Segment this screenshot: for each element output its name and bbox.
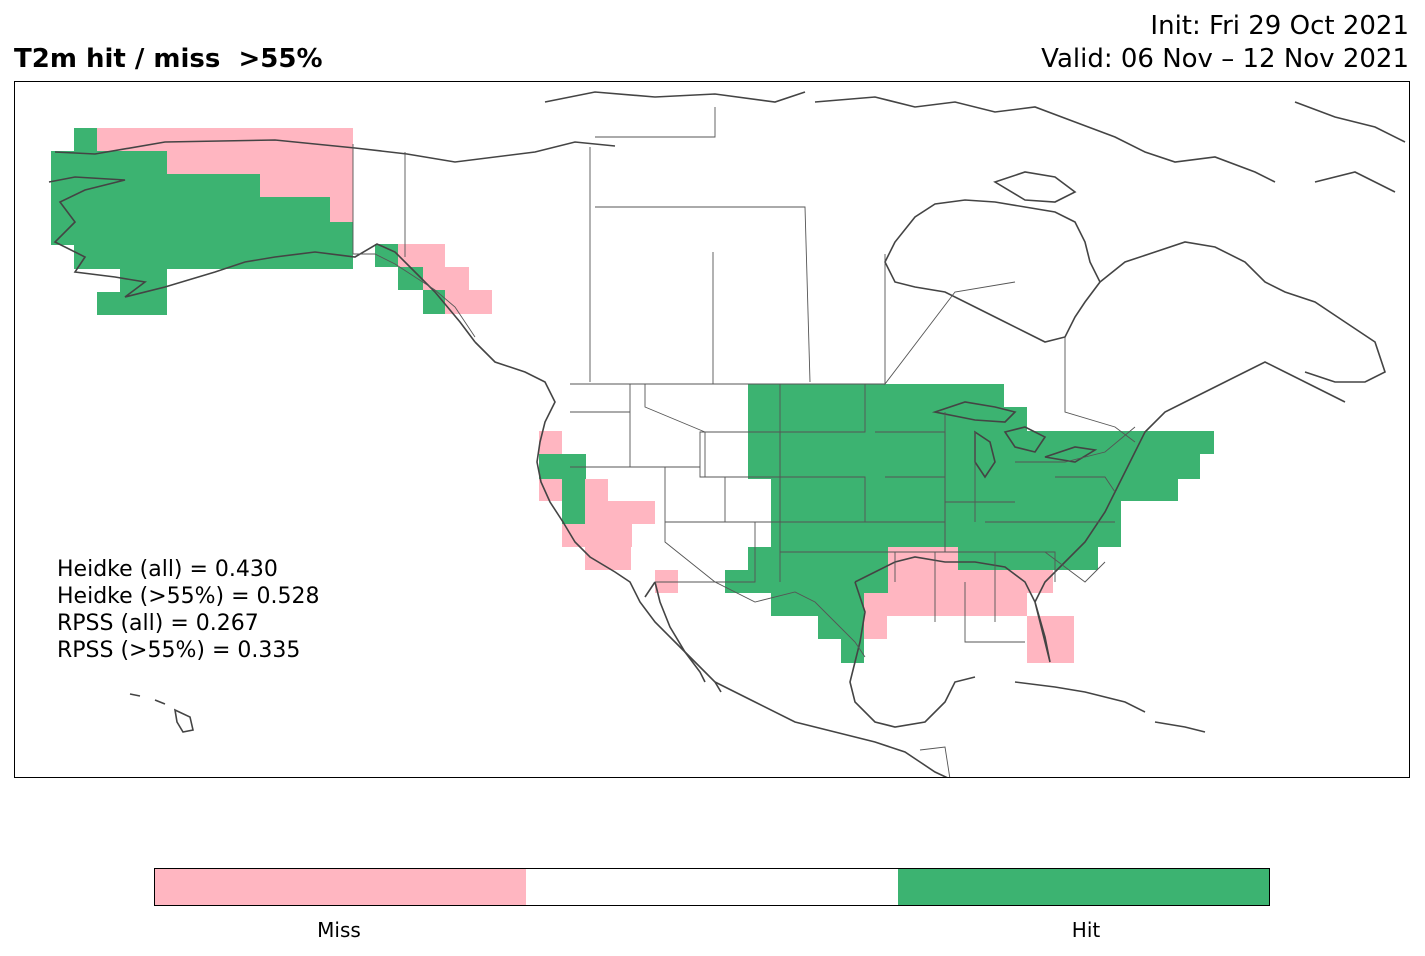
legend-miss-label: Miss bbox=[317, 918, 361, 942]
forecast-dates: Init: Fri 29 Oct 2021 Valid: 06 Nov – 12… bbox=[1041, 10, 1409, 76]
hit-cell bbox=[51, 151, 167, 174]
hit-cell bbox=[725, 570, 888, 593]
colorbar-hit bbox=[897, 869, 1269, 905]
hit-cell bbox=[74, 128, 97, 151]
miss-cell bbox=[330, 197, 353, 222]
hit-cell bbox=[74, 245, 353, 269]
hit-cell bbox=[120, 269, 167, 292]
miss-cell bbox=[539, 479, 562, 501]
hit-cell bbox=[771, 524, 1121, 547]
colorbar bbox=[154, 868, 1270, 906]
map-canvas bbox=[48, 91, 1406, 777]
map-panel bbox=[14, 81, 1410, 778]
hit-cell bbox=[51, 174, 260, 197]
hit-cell bbox=[841, 639, 864, 663]
skill-scores: Heidke (all) = 0.430 Heidke (>55%) = 0.5… bbox=[57, 556, 320, 664]
hit-cell bbox=[748, 547, 888, 570]
miss-cell bbox=[864, 593, 1027, 616]
hit-miss-grid bbox=[51, 128, 1214, 663]
hit-cell bbox=[398, 267, 423, 290]
miss-cell bbox=[97, 128, 353, 151]
hit-cell bbox=[539, 454, 586, 479]
rpss-55: RPSS (>55%) = 0.335 bbox=[57, 638, 301, 663]
hit-cell bbox=[375, 244, 398, 267]
miss-cell bbox=[585, 479, 608, 501]
miss-cell bbox=[398, 244, 445, 267]
miss-cell bbox=[539, 431, 562, 454]
legend-hit-label: Hit bbox=[1071, 918, 1101, 942]
hit-cell bbox=[97, 292, 167, 315]
colorbar-neutral bbox=[526, 869, 898, 905]
miss-cell bbox=[655, 570, 678, 593]
miss-cell bbox=[423, 267, 469, 290]
hit-cell bbox=[748, 431, 1097, 454]
miss-cell bbox=[167, 151, 353, 174]
hit-cell bbox=[51, 197, 330, 222]
political-borders bbox=[352, 107, 1136, 777]
hit-cell bbox=[748, 384, 1004, 407]
miss-cell bbox=[445, 290, 492, 314]
hit-cell bbox=[51, 222, 353, 245]
miss-cell bbox=[888, 570, 1053, 593]
map-title: T2m hit / miss >55% bbox=[14, 44, 323, 74]
hit-cell bbox=[748, 454, 1200, 479]
valid-period: Valid: 06 Nov – 12 Nov 2021 bbox=[1041, 44, 1409, 74]
hit-cell bbox=[771, 501, 1121, 524]
heidke-55: Heidke (>55%) = 0.528 bbox=[57, 584, 320, 609]
miss-cell bbox=[1027, 639, 1074, 663]
init-date: Init: Fri 29 Oct 2021 bbox=[1150, 11, 1409, 41]
coastlines bbox=[48, 91, 1406, 777]
hit-cell bbox=[423, 290, 445, 314]
hit-cell bbox=[748, 407, 1027, 431]
miss-cell bbox=[1027, 616, 1074, 639]
rpss-all: RPSS (all) = 0.267 bbox=[57, 611, 259, 636]
hit-cell bbox=[771, 479, 1178, 501]
miss-cell bbox=[585, 501, 655, 524]
miss-cell bbox=[864, 616, 887, 639]
miss-cell bbox=[260, 174, 353, 197]
miss-cell bbox=[562, 524, 632, 547]
hit-cell bbox=[562, 479, 585, 501]
miss-cell bbox=[585, 547, 631, 570]
colorbar-miss bbox=[155, 869, 527, 905]
heidke-all: Heidke (all) = 0.430 bbox=[57, 557, 278, 582]
